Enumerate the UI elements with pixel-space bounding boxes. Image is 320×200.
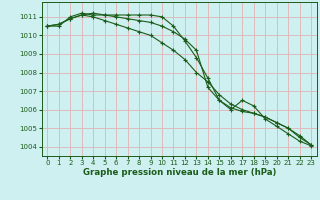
X-axis label: Graphe pression niveau de la mer (hPa): Graphe pression niveau de la mer (hPa): [83, 168, 276, 177]
